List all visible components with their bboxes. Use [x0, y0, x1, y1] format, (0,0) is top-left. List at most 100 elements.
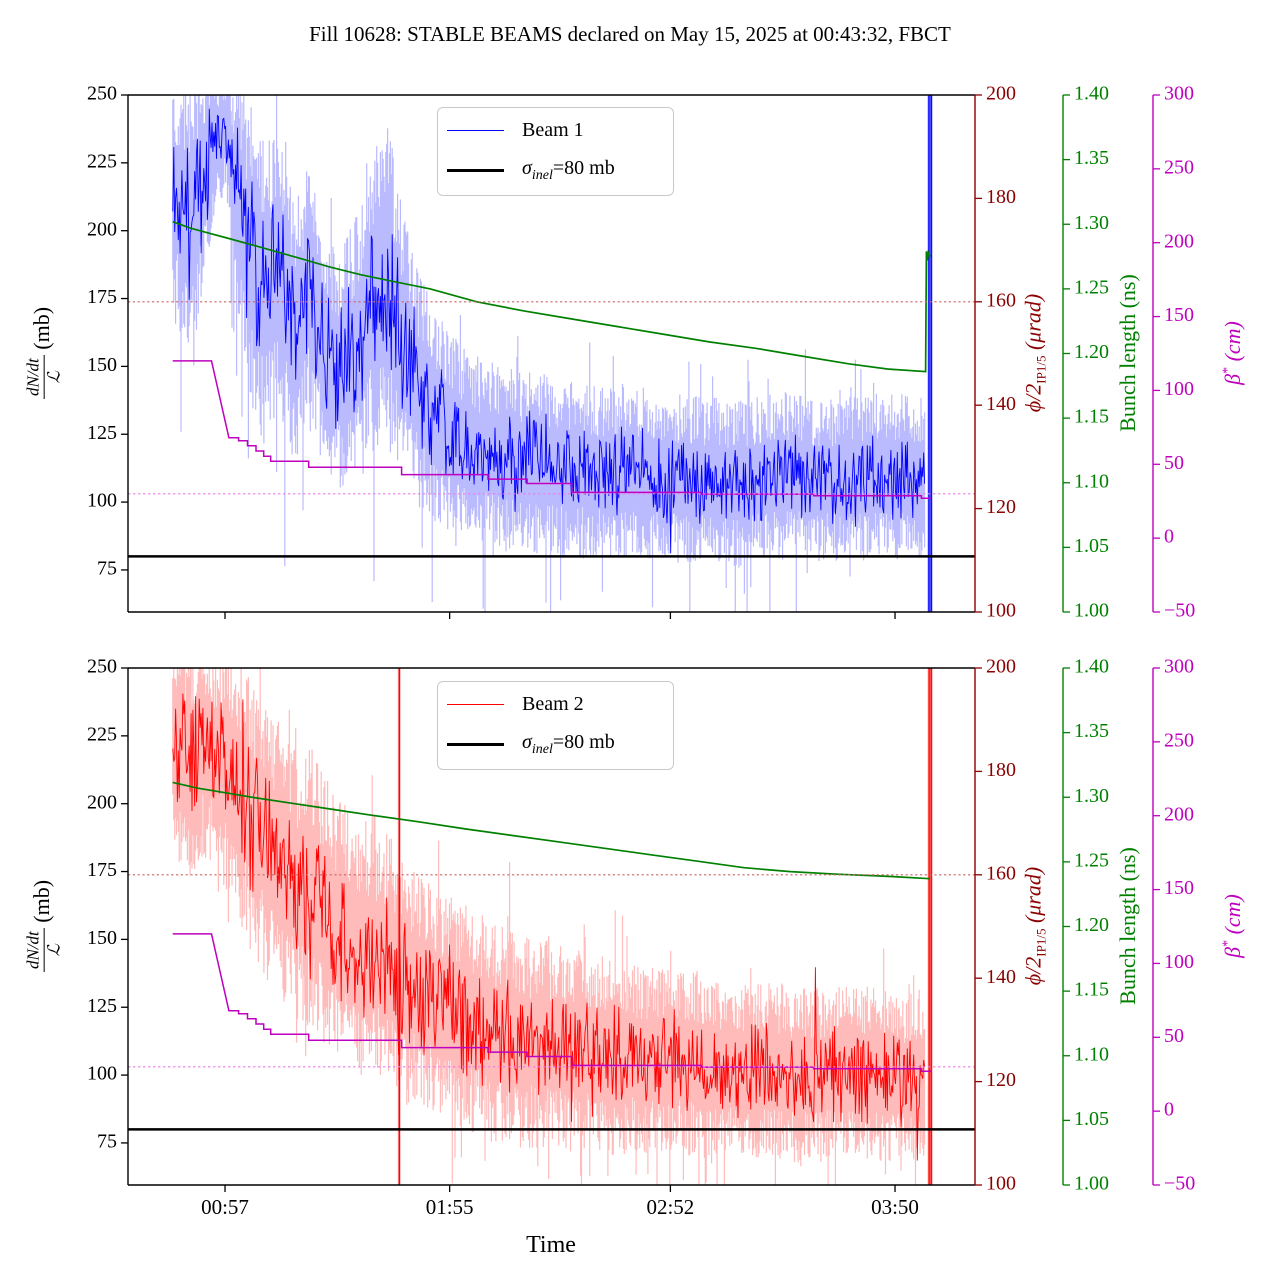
- bunch-tick-label: 1.00: [1074, 1173, 1109, 1195]
- x-tick-label: 01:55: [426, 1195, 474, 1219]
- bunch-axis-label-top: Bunch length (ns): [1115, 274, 1140, 432]
- phi-tick-label: 200: [986, 83, 1016, 105]
- bunch-tick-label: 1.40: [1074, 656, 1109, 678]
- bunch-length-line: [172, 220, 931, 373]
- beta-tick-label: 50: [1164, 1025, 1184, 1047]
- left-tick-label: 250: [87, 83, 117, 105]
- x-tick-label: 02:52: [646, 1195, 694, 1219]
- legend-row-beam2: Beam 2: [447, 693, 673, 716]
- bunch-tick-label: 1.30: [1074, 212, 1109, 234]
- left-tick-label: 225: [87, 150, 117, 172]
- left-tick-label: 200: [87, 791, 117, 813]
- sigma-label: σinel=80 mb: [522, 730, 615, 757]
- legend-row-sigma: σinel=80 mb: [447, 157, 673, 184]
- left-tick-label: 200: [87, 218, 117, 240]
- x-axis-label: Time: [526, 1232, 576, 1258]
- phi-axis-label-bottom: ϕ/2IP1/5 (μrad): [1020, 866, 1049, 986]
- bunch-tick-label: 1.35: [1074, 147, 1109, 169]
- left-tick-label: 100: [87, 1063, 117, 1085]
- beta-tick-label: 100: [1164, 951, 1194, 973]
- phi-tick-label: 180: [986, 759, 1016, 781]
- beta-tick-label: 300: [1164, 83, 1194, 105]
- left-tick-label: 175: [87, 859, 117, 881]
- beta-tick-label: 200: [1164, 230, 1194, 252]
- beta-axis-label-top: β* (cm): [1220, 321, 1245, 385]
- left-axis-label-top: dN/dt ℒ (mb): [24, 307, 64, 400]
- bunch-tick-label: 1.05: [1074, 1108, 1109, 1130]
- beta-tick-label: 0: [1164, 526, 1174, 548]
- sigma-line-sample: [447, 742, 504, 746]
- bunch-length-line: [172, 781, 930, 880]
- phi-tick-label: 120: [986, 1069, 1016, 1091]
- beta-tick-label: −50: [1164, 600, 1195, 622]
- phi-axis-label-top: ϕ/2IP1/5 (μrad): [1020, 293, 1049, 413]
- beam2-line: [172, 693, 926, 1161]
- sigma-line-sample: [447, 168, 504, 172]
- phi-tick-label: 200: [986, 656, 1016, 678]
- bunch-tick-label: 1.40: [1074, 83, 1109, 105]
- bunch-tick-label: 1.20: [1074, 914, 1109, 936]
- left-tick-label: 100: [87, 490, 117, 512]
- left-tick-label: 150: [87, 927, 117, 949]
- beam1-label: Beam 1: [522, 119, 584, 142]
- bunch-tick-label: 1.35: [1074, 720, 1109, 742]
- beam1-line-sample: [447, 130, 504, 132]
- legend-row-beam1: Beam 1: [447, 119, 673, 142]
- beta-tick-label: 250: [1164, 729, 1194, 751]
- beam2-minmax-band: [172, 668, 926, 1185]
- phi-tick-label: 140: [986, 393, 1016, 415]
- bunch-tick-label: 1.25: [1074, 276, 1109, 298]
- left-tick-label: 250: [87, 656, 117, 678]
- phi-tick-label: 160: [986, 862, 1016, 884]
- beta-tick-label: 0: [1164, 1099, 1174, 1121]
- phi-tick-label: 100: [986, 600, 1016, 622]
- beta-tick-label: 150: [1164, 877, 1194, 899]
- dndt-fraction: dN/dt ℒ: [24, 355, 64, 400]
- beta-axis-label-bottom: β* (cm): [1220, 894, 1245, 958]
- beta-tick-label: 200: [1164, 803, 1194, 825]
- bunch-tick-label: 1.15: [1074, 406, 1109, 428]
- plot-area-beam2: [128, 668, 975, 1185]
- beam2-line-sample: [447, 704, 504, 706]
- x-tick-label: 03:50: [871, 1195, 919, 1219]
- chart-title: Fill 10628: STABLE BEAMS declared on May…: [309, 22, 951, 46]
- legend-top-panel: Beam 1 σinel=80 mb: [437, 107, 674, 196]
- beta-tick-label: 100: [1164, 378, 1194, 400]
- left-tick-label: 125: [87, 995, 117, 1017]
- beta-tick-label: 150: [1164, 304, 1194, 326]
- legend-row-sigma: σinel=80 mb: [447, 731, 673, 758]
- bunch-tick-label: 1.05: [1074, 535, 1109, 557]
- phi-tick-label: 180: [986, 186, 1016, 208]
- phi-tick-label: 120: [986, 496, 1016, 518]
- bunch-tick-label: 1.15: [1074, 979, 1109, 1001]
- bunch-tick-label: 1.10: [1074, 1043, 1109, 1065]
- sigma-label: σinel=80 mb: [522, 156, 615, 183]
- beta-tick-label: −50: [1164, 1173, 1195, 1195]
- phi-tick-label: 160: [986, 289, 1016, 311]
- beta-tick-label: 250: [1164, 156, 1194, 178]
- left-axis-label-bottom: dN/dt ℒ (mb): [24, 880, 64, 973]
- beam1-line: [172, 108, 926, 554]
- x-tick-label: 00:57: [201, 1195, 249, 1219]
- left-tick-label: 225: [87, 723, 117, 745]
- bunch-tick-label: 1.30: [1074, 785, 1109, 807]
- left-tick-label: 125: [87, 422, 117, 444]
- panel-beam1: 250 225 200 175 150 125 100 75 200 180 160 140 120 10…: [87, 83, 1195, 622]
- bunch-tick-label: 1.20: [1074, 341, 1109, 363]
- phi-tick-label: 140: [986, 966, 1016, 988]
- phi-tick-label: 100: [986, 1173, 1016, 1195]
- dndt-fraction: dN/dt ℒ: [24, 928, 64, 973]
- bunch-tick-label: 1.00: [1074, 600, 1109, 622]
- beta-tick-label: 300: [1164, 656, 1194, 678]
- bunch-tick-label: 1.25: [1074, 849, 1109, 871]
- left-tick-label: 150: [87, 354, 117, 376]
- bunch-tick-label: 1.10: [1074, 470, 1109, 492]
- left-tick-label: 75: [97, 1131, 117, 1153]
- beam2-label: Beam 2: [522, 693, 584, 716]
- legend-bottom-panel: Beam 2 σinel=80 mb: [437, 681, 674, 770]
- beta-tick-label: 50: [1164, 452, 1184, 474]
- bunch-axis-label-bottom: Bunch length (ns): [1115, 847, 1140, 1005]
